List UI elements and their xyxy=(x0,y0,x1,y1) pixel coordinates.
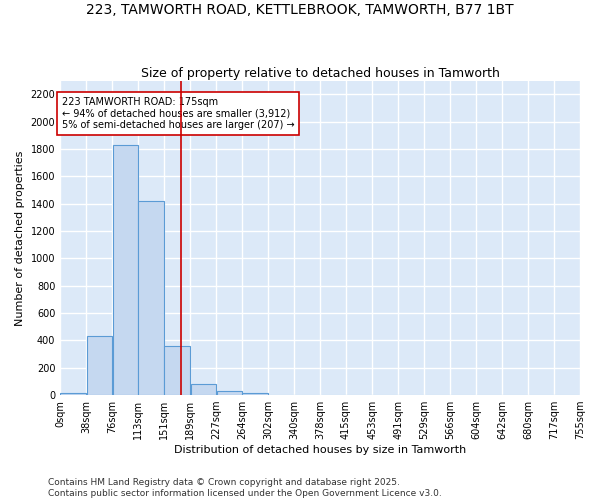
X-axis label: Distribution of detached houses by size in Tamworth: Distribution of detached houses by size … xyxy=(174,445,466,455)
Bar xyxy=(191,384,216,395)
Bar xyxy=(86,336,112,395)
Bar xyxy=(61,393,86,395)
Y-axis label: Number of detached properties: Number of detached properties xyxy=(15,150,25,326)
Bar xyxy=(138,201,164,395)
Bar xyxy=(242,393,268,395)
Bar xyxy=(113,145,138,395)
Title: Size of property relative to detached houses in Tamworth: Size of property relative to detached ho… xyxy=(140,66,500,80)
Text: 223 TAMWORTH ROAD: 175sqm
← 94% of detached houses are smaller (3,912)
5% of sem: 223 TAMWORTH ROAD: 175sqm ← 94% of detac… xyxy=(62,97,294,130)
Text: 223, TAMWORTH ROAD, KETTLEBROOK, TAMWORTH, B77 1BT: 223, TAMWORTH ROAD, KETTLEBROOK, TAMWORT… xyxy=(86,2,514,16)
Text: Contains HM Land Registry data © Crown copyright and database right 2025.
Contai: Contains HM Land Registry data © Crown c… xyxy=(48,478,442,498)
Bar xyxy=(217,391,242,395)
Bar xyxy=(164,346,190,395)
